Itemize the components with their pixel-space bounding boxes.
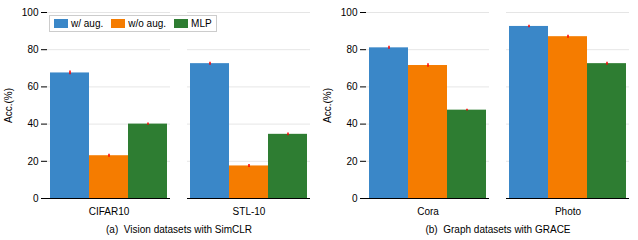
svg-text:100: 100: [22, 7, 39, 18]
svg-text:60: 60: [346, 81, 358, 92]
svg-text:Acc.(%): Acc.(%): [322, 88, 333, 123]
svg-text:(a) Vision datasets with SimC: (a) Vision datasets with SimCLR: [106, 224, 252, 235]
svg-text:20: 20: [27, 156, 39, 167]
svg-text:CIFAR10: CIFAR10: [89, 206, 130, 217]
svg-text:20: 20: [346, 156, 358, 167]
svg-text:Cora: Cora: [417, 206, 439, 217]
svg-text:40: 40: [346, 118, 358, 129]
html-text:w/ aug.: w/ aug.: [71, 18, 104, 29]
svg-text:Photo: Photo: [555, 206, 582, 217]
svg-text:80: 80: [346, 44, 358, 55]
svg-text:Acc.(%): Acc.(%): [3, 88, 14, 123]
svg-text:STL-10: STL-10: [233, 206, 266, 217]
svg-text:100: 100: [341, 7, 358, 18]
svg-text:0: 0: [352, 193, 358, 204]
svg-text:(b) Graph datasets with GRACE: (b) Graph datasets with GRACE: [425, 224, 570, 235]
svg-text:0: 0: [33, 193, 39, 204]
html-text:MLP: MLP: [191, 18, 212, 29]
svg-text:80: 80: [27, 44, 39, 55]
svg-text:40: 40: [27, 118, 39, 129]
html-text:w/o aug.: w/o aug.: [128, 18, 167, 29]
svg-text:60: 60: [27, 81, 39, 92]
